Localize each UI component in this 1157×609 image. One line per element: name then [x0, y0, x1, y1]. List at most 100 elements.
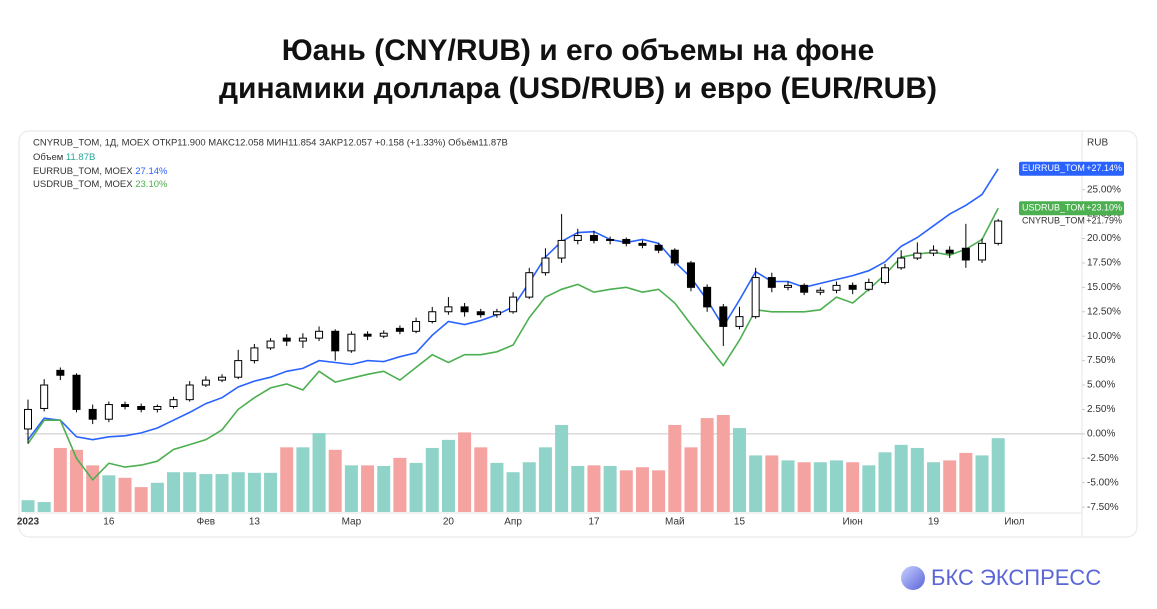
volume-bar [183, 472, 197, 512]
candle-body [476, 311, 485, 316]
badge-name: USDRUB_TOM [1022, 203, 1085, 213]
volume-bar [393, 457, 407, 512]
volume-bar [102, 475, 116, 512]
volume-bar [425, 447, 439, 512]
y-tick-label: 15.00% [1087, 282, 1121, 293]
volume-bar [571, 465, 585, 512]
y-tick-label: 12.50% [1087, 306, 1121, 317]
legend-name: Объем [33, 152, 63, 163]
volume-bar [846, 462, 860, 512]
line-series [27, 207, 999, 482]
title-line: динамики доллара (USD/RUB) и евро (EUR/R… [219, 72, 937, 105]
volume-bar [910, 447, 924, 512]
candle-body [945, 249, 954, 254]
candle-body [266, 340, 275, 349]
candle-body [509, 296, 518, 313]
legend-item: USDRUB_TOM, MOEX 23.10% [33, 179, 168, 190]
y-tick-label: -5.00% [1087, 477, 1119, 488]
candle-body [153, 406, 162, 410]
candle-body [832, 284, 841, 291]
volume-bar [862, 465, 876, 512]
candle-body [783, 284, 792, 288]
candle-body [654, 244, 663, 251]
volume-bar [490, 462, 504, 512]
legend-header: CNYRUB_TOM, 1Д, MOEX ОТКР11.900 МАКС12.0… [33, 138, 508, 149]
x-tick-label: 13 [249, 517, 261, 528]
volume-bar [296, 447, 310, 512]
candle-body [541, 257, 550, 274]
volume-bar [894, 444, 908, 512]
legend-item: Объем 11.87B [33, 152, 95, 163]
volume-bar [878, 452, 892, 512]
volume-bar [458, 432, 472, 512]
candle-body [622, 238, 631, 244]
candle-body [864, 281, 873, 290]
x-tick-label: Фев [197, 517, 215, 528]
volume-bar [765, 455, 779, 512]
volume-bar [603, 465, 617, 512]
candle-body [347, 333, 356, 352]
candle-body [492, 311, 501, 316]
volume-bar [280, 447, 294, 512]
volume-bar [199, 474, 213, 512]
candle-body [897, 257, 906, 269]
legend-name: EURRUB_TOM, MOEX [33, 166, 133, 177]
volume-bar [377, 465, 391, 512]
volume-bar [312, 433, 326, 512]
volume-bar [167, 472, 181, 512]
volume-bar [975, 455, 989, 512]
x-tick-label: 19 [928, 517, 940, 528]
price-badge [1019, 201, 1124, 216]
volume-bar [70, 449, 84, 512]
y-tick-label: -2.50% [1087, 453, 1119, 464]
volume-bar [991, 438, 1005, 512]
volume-bar [231, 472, 245, 512]
volume-bar [668, 424, 682, 512]
volume-bar [943, 460, 957, 512]
badge-name: EURRUB_TOM [1022, 163, 1085, 173]
candle-body [363, 333, 372, 337]
candle-body [88, 408, 97, 420]
y-tick-label: 17.50% [1087, 258, 1121, 269]
candle-body [767, 277, 776, 288]
x-tick-label: Июн [843, 517, 863, 528]
y-tick-label: 7.50% [1087, 355, 1115, 366]
volume-bar [441, 439, 455, 512]
candle-body [978, 242, 987, 261]
volume-bar [732, 428, 746, 512]
x-tick-label: Мар [342, 517, 362, 528]
volume-bar [700, 418, 714, 512]
volume-bar [150, 482, 164, 512]
x-tick-label: 20 [443, 517, 455, 528]
volume-bar [684, 447, 698, 512]
candle-body [298, 337, 307, 342]
x-tick-label: Июл [1004, 517, 1024, 528]
candle-body [848, 284, 857, 290]
candle-body [104, 404, 113, 420]
candle-body [606, 238, 615, 241]
volume-bar [37, 502, 51, 512]
volume-bar [247, 472, 261, 512]
legend-name: USDRUB_TOM, MOEX [33, 179, 133, 190]
volume-bar [118, 477, 132, 512]
candle-body [686, 262, 695, 288]
volume-bar [781, 460, 795, 512]
volume-bar [215, 474, 229, 512]
candle-body [379, 332, 388, 337]
volume-bar [797, 462, 811, 512]
volume-bar [619, 470, 633, 512]
volume-bar [328, 449, 342, 512]
candle-body [72, 374, 81, 410]
x-tick-label: Апр [504, 517, 522, 528]
candle-body [234, 360, 243, 378]
candle-body [250, 347, 259, 362]
volume-bar [635, 467, 649, 512]
y-tick-label: 10.00% [1087, 331, 1121, 342]
candle-body [282, 337, 291, 342]
volume-bar [474, 447, 488, 512]
volume-bar [587, 465, 601, 512]
badge-value: +27.14% [1086, 163, 1122, 173]
y-tick-label: 5.00% [1087, 380, 1115, 391]
volume-bar [749, 455, 763, 512]
candle-body [816, 289, 825, 293]
